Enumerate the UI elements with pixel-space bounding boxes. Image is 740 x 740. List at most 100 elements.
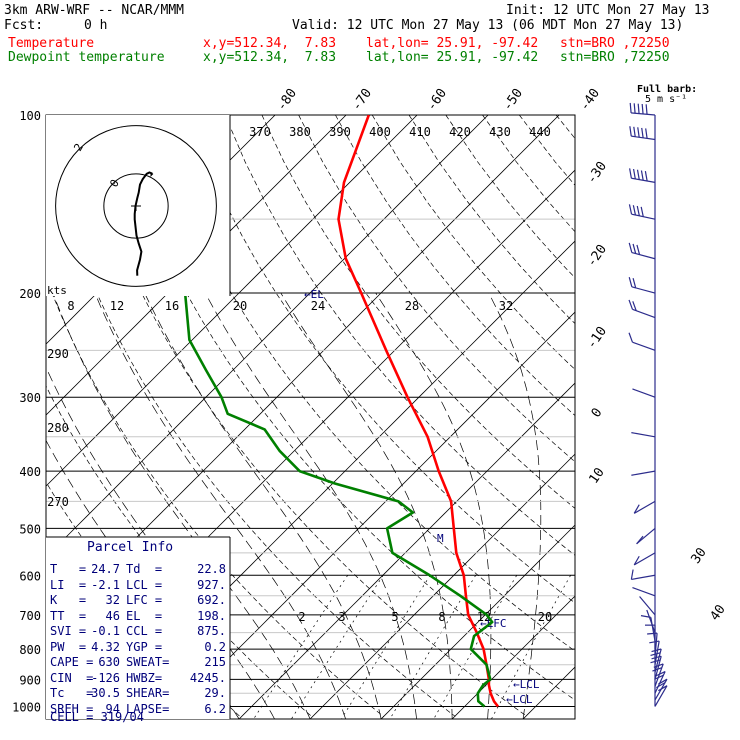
parcel-row-label: YGP = bbox=[126, 639, 163, 654]
parcel-row-value: 46 bbox=[105, 608, 120, 623]
dry-adiabat-left-label: 270 bbox=[47, 495, 69, 509]
isotherm-label-top: -50 bbox=[500, 86, 526, 114]
hodograph-ring-label: 12 bbox=[110, 299, 124, 313]
dry-adiabat-label: 410 bbox=[409, 125, 431, 139]
parcel-row-value: 22.8 bbox=[197, 562, 226, 576]
wind-barb bbox=[639, 596, 656, 616]
wind-barb bbox=[632, 587, 656, 597]
wind-barb-flag bbox=[637, 127, 640, 138]
dewpoint-latlon: lat,lon= 25.91, -97.42 bbox=[366, 50, 539, 65]
valid-time: Valid: 12 UTC Mon 27 May 13 (06 MDT Mon … bbox=[292, 18, 684, 33]
wind-barb-staff bbox=[636, 527, 656, 545]
dry-adiabat-line bbox=[187, 115, 575, 604]
dewpoint-legend: Dewpoint temperature bbox=[8, 50, 165, 65]
wind-barb bbox=[629, 102, 656, 116]
wind-barb-staff bbox=[633, 500, 656, 514]
hodograph-ring-label: 24 bbox=[311, 299, 325, 313]
isotherm-label-lower-right: 40 bbox=[707, 602, 728, 623]
parcel-row-value: 215 bbox=[204, 655, 226, 669]
wind-barb bbox=[631, 470, 656, 476]
parcel-row-label: Tc = bbox=[50, 686, 94, 700]
temperature-legend: Temperature bbox=[8, 36, 95, 51]
hodograph-units: kts bbox=[47, 284, 67, 297]
dry-adiabat-left-label: 290 bbox=[47, 347, 69, 361]
wind-barb-flag bbox=[645, 128, 648, 139]
dry-adiabat-label: 430 bbox=[489, 125, 511, 139]
moist-adiabat-line bbox=[488, 292, 542, 719]
isotherm-label-right: 0 bbox=[589, 405, 606, 420]
wind-barb bbox=[629, 168, 656, 183]
isotherm-label-top: -70 bbox=[349, 86, 375, 114]
isotherm-label-lower-right: 30 bbox=[688, 545, 709, 566]
mixing-ratio-label: 8 bbox=[438, 610, 445, 624]
dry-adiabat-line bbox=[77, 115, 528, 717]
isotherm-label-right: -20 bbox=[584, 242, 610, 270]
lcl-marker: ←LCL bbox=[513, 678, 540, 691]
moist-adiabat-line bbox=[375, 292, 492, 719]
dry-adiabat-line bbox=[46, 385, 313, 717]
parcel-row-label: CAPE = bbox=[50, 655, 94, 669]
parcel-row-value: 94 bbox=[105, 701, 120, 716]
dry-adiabat-line bbox=[630, 115, 740, 717]
wind-barb-flag bbox=[632, 205, 637, 216]
wind-barb-flag bbox=[655, 670, 666, 677]
wind-barb-flag bbox=[633, 504, 640, 514]
wind-barb bbox=[630, 569, 656, 581]
dry-adiabat-line bbox=[261, 115, 575, 509]
parcel-row-value: -126 bbox=[91, 670, 120, 685]
wind-barb-flag bbox=[633, 555, 640, 566]
dry-adiabat-line bbox=[224, 115, 575, 556]
dry-adiabat-label: 370 bbox=[249, 125, 271, 139]
wind-barb-flag bbox=[628, 332, 634, 343]
hodograph-ring-label: 28 bbox=[405, 299, 419, 313]
wind-barb bbox=[633, 552, 656, 566]
temperature-station: stn=BRO ,72250 bbox=[560, 36, 670, 51]
dewpoint-xy: x,y=512.34, 7.83 bbox=[203, 50, 337, 65]
parcel-info-title: Parcel Info bbox=[87, 540, 174, 555]
wind-barb-flag bbox=[630, 569, 634, 580]
wind-barb bbox=[628, 299, 656, 319]
wind-barb-staff bbox=[633, 552, 656, 566]
parcel-row-value: 875. bbox=[197, 624, 226, 638]
moist-adiabat-line bbox=[280, 292, 453, 719]
parcel-row-value: -2.1 bbox=[91, 577, 120, 592]
parcel-row-value: 32 bbox=[105, 593, 120, 607]
wind-barb-staff bbox=[639, 596, 656, 616]
wind-barb-flag bbox=[645, 104, 648, 115]
hodograph-ring bbox=[103, 173, 169, 239]
parcel-row-label: HWBZ= bbox=[126, 670, 163, 685]
moist-adiabat-line bbox=[94, 292, 346, 719]
init-time: Init: 12 UTC Mon 27 May 13 bbox=[506, 3, 710, 18]
wind-barb bbox=[628, 332, 656, 351]
wind-barb-flag bbox=[649, 640, 660, 644]
mixing-ratio-line bbox=[433, 575, 518, 719]
wind-barb-flag bbox=[628, 204, 633, 215]
wind-barb bbox=[628, 277, 656, 294]
parcel-row-label: LCL = bbox=[126, 577, 163, 592]
barb-legend-title: Full barb: bbox=[637, 84, 698, 95]
dry-adiabat-line bbox=[371, 115, 575, 370]
dry-adiabat-line bbox=[46, 135, 456, 717]
wind-barb-staff bbox=[632, 388, 656, 398]
wind-barb-flag bbox=[633, 103, 636, 114]
isotherm-label-right: -30 bbox=[584, 159, 610, 187]
wind-barb-staff bbox=[654, 685, 668, 707]
wind-barb-flag bbox=[636, 205, 640, 216]
mixing-ratio-line bbox=[291, 575, 384, 719]
isotherm-label-right: -10 bbox=[584, 324, 610, 352]
pressure-tick-label: 700 bbox=[19, 609, 41, 623]
pressure-tick-label: 400 bbox=[19, 465, 41, 479]
lcl-marker: ←LCL bbox=[506, 693, 533, 706]
parcel-row-value: 927. bbox=[197, 577, 226, 592]
hodograph-trace bbox=[133, 171, 154, 276]
moist-adiabat-line bbox=[46, 366, 275, 719]
isotherm-line bbox=[46, 115, 489, 558]
wind-barb-flag bbox=[658, 685, 668, 692]
dry-adiabat-label: 420 bbox=[449, 125, 471, 139]
mixing-ratio-label: 20 bbox=[538, 610, 552, 624]
wind-barb-flag bbox=[637, 103, 640, 114]
dry-adiabat-label: 380 bbox=[289, 125, 311, 139]
pressure-tick-label: 600 bbox=[19, 569, 41, 583]
wind-barb bbox=[628, 204, 656, 220]
wind-barb bbox=[645, 624, 656, 650]
